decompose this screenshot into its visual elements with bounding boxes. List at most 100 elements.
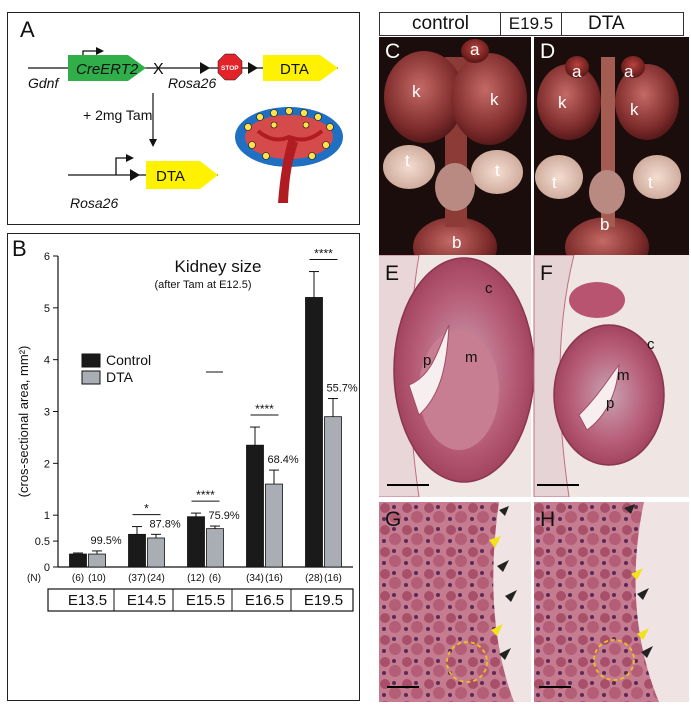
panel-letter: D (540, 40, 556, 63)
percent-label: 99.5% (91, 535, 122, 547)
y-tick-label: 0.5 (35, 536, 50, 548)
y-tick-label: 6 (44, 251, 50, 263)
organ-label: a (624, 62, 634, 81)
bar-dta (206, 528, 224, 568)
stop-label: STOP (221, 65, 239, 72)
cross-symbol: X (153, 61, 164, 78)
organ-label: t (552, 173, 557, 192)
chart-subtitle: (after Tam at E12.5) (154, 279, 251, 291)
rosa26-arrowhead (200, 62, 210, 74)
rosa26-label-top: Rosa26 (168, 75, 216, 91)
region-label: p (606, 395, 615, 412)
significance-stars: **** (255, 402, 274, 416)
n-count: (16) (265, 573, 283, 584)
bar-control (128, 533, 146, 568)
region-label: c (647, 336, 655, 353)
stage-label: E15.5 (186, 592, 225, 609)
percent-label: 68.4% (268, 454, 299, 466)
stage-label: E14.5 (127, 592, 166, 609)
bar-control (69, 553, 87, 568)
dta-arrow-top (263, 55, 338, 81)
region-label: c (485, 280, 493, 297)
organ-label: t (648, 173, 653, 192)
panel-d-photo (534, 37, 689, 262)
panel-letter: G (385, 508, 402, 531)
promoter-arrow-bottom (115, 157, 126, 175)
histology-high-mag-panels (379, 502, 689, 702)
y-axis-label: (cros-sectional area, mm²) (16, 346, 31, 498)
legend-label-control: Control (106, 352, 151, 368)
organ-label: t (495, 161, 500, 180)
gross-photo-panels (379, 37, 689, 262)
header-stage: E19.5 (500, 12, 562, 36)
bar-dta (147, 537, 165, 568)
organ-label: k (558, 93, 567, 112)
n-count: (16) (324, 573, 342, 584)
stage-label: E19.5 (304, 592, 343, 609)
chart-title: Kidney size (175, 257, 262, 276)
organ-label: a (470, 40, 480, 59)
legend-swatch-control (81, 353, 101, 368)
dta-label-bottom: DTA (156, 168, 185, 185)
gdnf-label: Gdnf (28, 75, 60, 91)
n-count: (6) (72, 573, 84, 584)
panel-letter: H (540, 508, 556, 531)
stage-label: E16.5 (245, 592, 284, 609)
region-label: p (423, 352, 432, 369)
panel-b: B 0 0.5 1 2 3 4 5 6 (cros-sectional area, mm²) Ki… (7, 233, 360, 701)
significance-stars: * (144, 502, 149, 516)
treatment-label: + 2mg Tam (83, 107, 152, 123)
n-count: (24) (147, 573, 165, 584)
header-control: control (412, 13, 470, 34)
rosa26-arrowhead-2 (248, 62, 258, 74)
histology-low-mag-panels (379, 255, 689, 497)
y-tick-label: 1 (44, 510, 50, 522)
panel-letter: A (20, 17, 35, 42)
promoter-arrowhead (96, 47, 104, 55)
organ-label: k (630, 100, 639, 119)
rosa26-arrowhead-bottom (130, 169, 140, 181)
n-count: (12) (187, 573, 205, 584)
rosa26-label-bottom: Rosa26 (70, 195, 118, 211)
panel-c-photo (379, 37, 531, 262)
y-tick-label: 2 (44, 458, 50, 470)
y-tick-label: 4 (44, 355, 50, 367)
significance-stars: **** (196, 488, 215, 502)
dta-arrow-bottom (146, 161, 218, 189)
n-count: (37) (128, 573, 146, 584)
organ-label: b (452, 233, 462, 252)
bar-dta (265, 483, 283, 568)
significance-stars: **** (314, 247, 333, 261)
kidney-size-chart: 0 0.5 1 2 3 4 5 6 (cros-sectional area, mm²) Kidn… (16, 247, 358, 612)
stage-box (47, 588, 354, 612)
panel-letter: C (385, 40, 401, 63)
percent-label: 75.9% (209, 510, 240, 522)
panel-letter: F (540, 262, 553, 285)
stop-octagon (217, 53, 243, 81)
organ-label: a (572, 62, 582, 81)
dta-label-top: DTA (280, 61, 309, 78)
header-dta: DTA (588, 13, 625, 34)
panel-e-photo (379, 255, 535, 497)
bar-dta (88, 553, 106, 568)
panel-a: A CreERT2 Gdnf X Rosa26 STOP DTA + 2mg T… (7, 12, 360, 225)
legend-label-dta: DTA (106, 369, 134, 385)
panel-letter: E (385, 262, 400, 285)
percent-label: 55.7% (327, 383, 358, 395)
percent-label: 87.8% (150, 518, 181, 530)
organ-label: k (490, 90, 499, 109)
panel-g-photo (379, 502, 531, 702)
y-tick-label: 0 (44, 562, 50, 574)
bar-dta (324, 416, 342, 568)
n-count: (34) (246, 573, 264, 584)
cross-arrowhead (149, 139, 157, 147)
header-bar: control E19.5 DTA (379, 12, 684, 36)
region-label: m (617, 367, 630, 384)
y-tick-label: 5 (44, 303, 50, 315)
n-count: (28) (305, 573, 323, 584)
y-tick-label: 3 (44, 407, 50, 419)
creert2-label: CreERT2 (76, 61, 139, 78)
panel-h-photo (534, 502, 689, 702)
bar-control (246, 444, 264, 568)
panel-letter: B (12, 236, 27, 261)
